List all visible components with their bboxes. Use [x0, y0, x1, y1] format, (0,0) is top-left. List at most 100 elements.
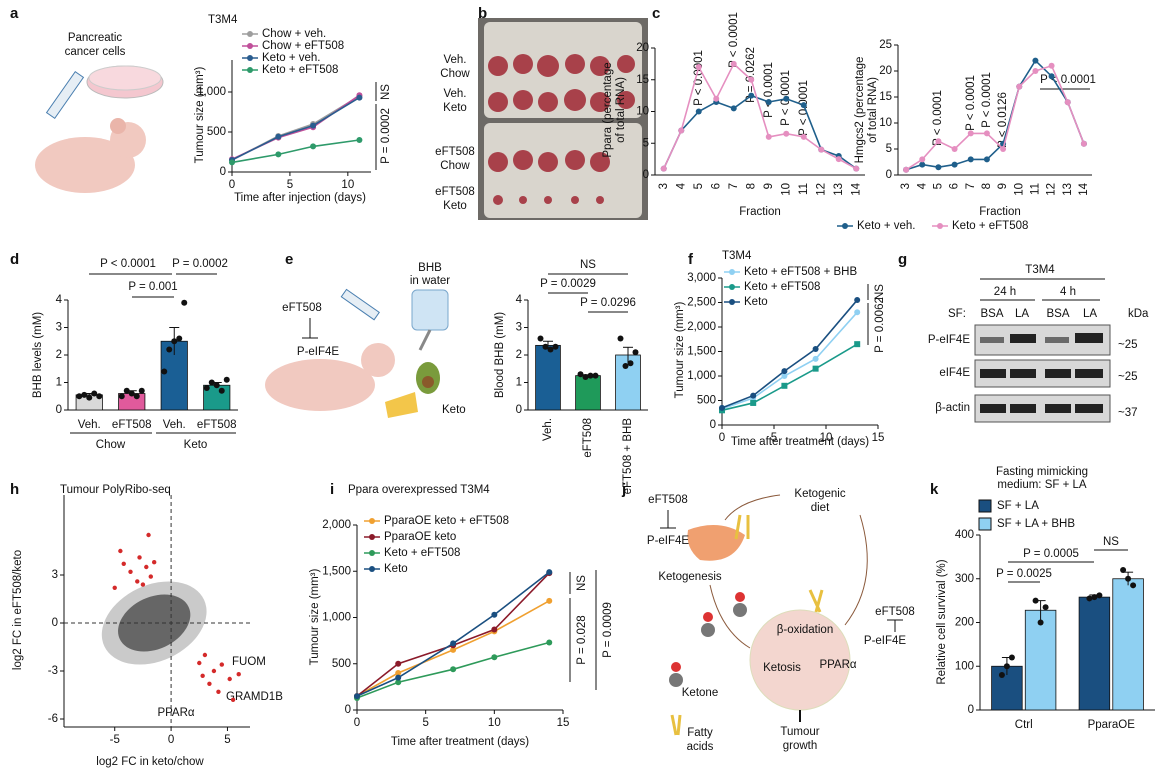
y-tick-label: 15 — [636, 74, 649, 86]
series-line — [721, 299, 858, 409]
data-point — [1032, 597, 1039, 604]
panel-j-diagram: eFT508 P-eIF4E Ketogenesis Ketogenic die… — [647, 488, 915, 753]
legend-label: PparaOE keto — [384, 531, 456, 543]
data-point — [138, 387, 145, 394]
data-point — [151, 560, 157, 565]
marker — [748, 92, 755, 99]
legend-label: Keto + eFT508 — [952, 220, 1028, 232]
x-tick-label: PparaOE — [1088, 719, 1136, 731]
y-axis-label: Hmgcs2 (percentage — [854, 57, 866, 164]
y-tick-label: 1 — [516, 377, 522, 389]
data-point — [582, 374, 589, 380]
label: β-oxidation — [777, 624, 833, 636]
marker — [1048, 73, 1055, 80]
marker — [919, 161, 926, 168]
label: eFT508 — [648, 494, 688, 506]
annotation: P < 0.0001 — [965, 75, 977, 131]
data-point — [223, 376, 230, 383]
letter: f — [688, 251, 694, 268]
label: eFT508 — [435, 186, 475, 198]
data-point — [146, 532, 151, 538]
label: in water — [410, 275, 450, 287]
legend-marker — [247, 31, 253, 37]
panel-b-photo: Veh. Chow Veh. Keto eFT508 Chow eFT508 K… — [435, 18, 648, 220]
x-tick-label: 10 — [820, 432, 833, 444]
marker — [812, 355, 819, 362]
y-tick-label: 500 — [332, 658, 351, 670]
data-point — [203, 385, 210, 391]
x-tick-label: eFT508 — [197, 419, 237, 431]
annotation: P < 0.0001 — [693, 50, 705, 106]
y-tick-label: 500 — [207, 126, 226, 138]
label: LA — [1083, 308, 1097, 320]
data-point — [171, 338, 178, 345]
y-axis-label: Tumour size (mm³) — [674, 301, 686, 398]
legend-marker — [729, 299, 735, 305]
x-tick-label: 14 — [850, 182, 862, 195]
y-tick-label: 4 — [516, 294, 523, 306]
marker — [354, 693, 360, 700]
y-tick-label: 0 — [968, 704, 974, 716]
marker — [765, 98, 772, 105]
data-point — [135, 579, 140, 584]
x-tick-label: Veh. — [78, 419, 101, 431]
label: P-eIF4E — [647, 535, 690, 547]
marker — [229, 159, 235, 166]
y-tick-label: 15 — [879, 91, 892, 103]
data-point — [91, 390, 98, 397]
data-point — [128, 390, 135, 397]
x-tick-label: 8 — [745, 183, 757, 189]
y-tick-label: 1,000 — [322, 612, 351, 624]
data-point — [216, 689, 221, 694]
label: P-eIF4E — [928, 334, 971, 346]
x-tick-label: 15 — [557, 717, 570, 729]
y-axis-label: BHB levels (mM) — [32, 312, 44, 398]
x-tick-label: 14 — [1078, 182, 1090, 195]
panel-e-illustration: BHB in water eFT508 P-eIF4E Keto — [265, 262, 466, 418]
data-point — [211, 668, 217, 674]
data-point — [148, 574, 153, 579]
cheese — [385, 392, 418, 418]
y-tick-label: 3 — [56, 322, 62, 334]
x-axis-label: Fraction — [979, 206, 1021, 218]
annotation: P < 0.0001 — [728, 12, 740, 68]
y-tick-label: 3 — [52, 569, 58, 581]
data-point — [161, 368, 168, 375]
annotation: P < 0.0001 — [100, 258, 156, 270]
avocado-seed — [422, 376, 434, 388]
x-tick-label: 4 — [916, 182, 928, 189]
legend-marker — [247, 55, 253, 61]
data-point — [76, 393, 83, 400]
marker — [491, 611, 498, 618]
data-point — [81, 391, 88, 398]
x-tick-label: 12 — [815, 183, 827, 196]
x-tick-label: 11 — [1029, 183, 1041, 195]
series-line — [231, 139, 360, 164]
chart-title: Tumour PolyRibo-seq — [60, 484, 171, 496]
label: growth — [783, 740, 818, 752]
x-tick-label: 11 — [798, 183, 810, 195]
marker — [395, 679, 402, 686]
series-line — [231, 96, 360, 161]
legend-marker — [247, 43, 253, 49]
label: eFT508 — [875, 606, 915, 618]
chart-title: T3M4 — [722, 250, 752, 262]
annotation: NS — [576, 575, 588, 591]
annotation: P = 0.0025 — [996, 568, 1052, 580]
label: Keto — [442, 404, 466, 416]
y-tick-label: 2,500 — [687, 297, 716, 309]
marker — [678, 127, 685, 134]
marker — [450, 666, 457, 673]
label: Chow — [440, 68, 470, 80]
x-tick-label: 10 — [341, 179, 354, 191]
annotation: P < 0.0001 — [932, 90, 944, 146]
data-point — [144, 564, 149, 570]
legend-marker — [842, 223, 848, 229]
y-axis-label: Relative cell survival (%) — [936, 559, 948, 684]
legend-title: Fasting mimicking — [996, 466, 1088, 478]
marker — [719, 404, 725, 411]
marker — [546, 569, 553, 576]
label: Fatty — [687, 727, 713, 739]
data-point — [200, 673, 205, 678]
label: ~25 — [1118, 371, 1138, 383]
